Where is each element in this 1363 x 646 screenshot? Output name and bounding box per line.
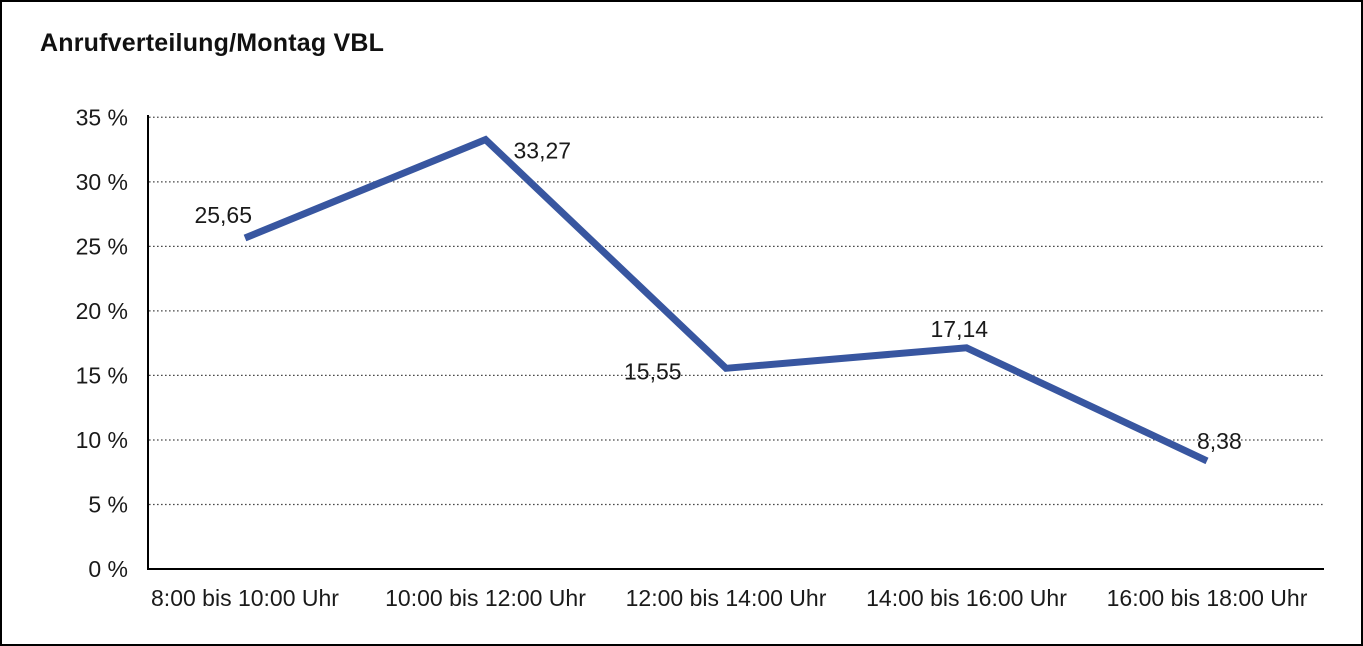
chart-title: Anrufverteilung/Montag VBL [40, 29, 385, 57]
y-tick-label: 5 % [88, 491, 128, 517]
y-tick-label: 30 % [76, 169, 128, 195]
x-category-label: 10:00 bis 12:00 Uhr [385, 585, 586, 611]
x-category-label: 12:00 bis 14:00 Uhr [626, 585, 827, 611]
data-point-label: 25,65 [194, 202, 252, 228]
y-tick-label: 35 % [76, 104, 128, 130]
data-series-line [243, 135, 1209, 465]
data-point-label: 8,38 [1197, 428, 1242, 454]
y-tick-label: 15 % [76, 362, 128, 388]
data-point-label: 15,55 [624, 358, 682, 384]
y-tick-label: 10 % [76, 427, 128, 453]
data-point-label: 33,27 [514, 138, 572, 164]
x-category-label: 8:00 bis 10:00 Uhr [151, 585, 339, 611]
y-tick-label: 25 % [76, 233, 128, 259]
x-category-label: 14:00 bis 16:00 Uhr [866, 585, 1067, 611]
y-tick-label: 0 % [88, 556, 128, 582]
y-tick-label: 20 % [76, 298, 128, 324]
data-point-label: 17,14 [931, 316, 989, 342]
x-category-label: 16:00 bis 18:00 Uhr [1107, 585, 1308, 611]
